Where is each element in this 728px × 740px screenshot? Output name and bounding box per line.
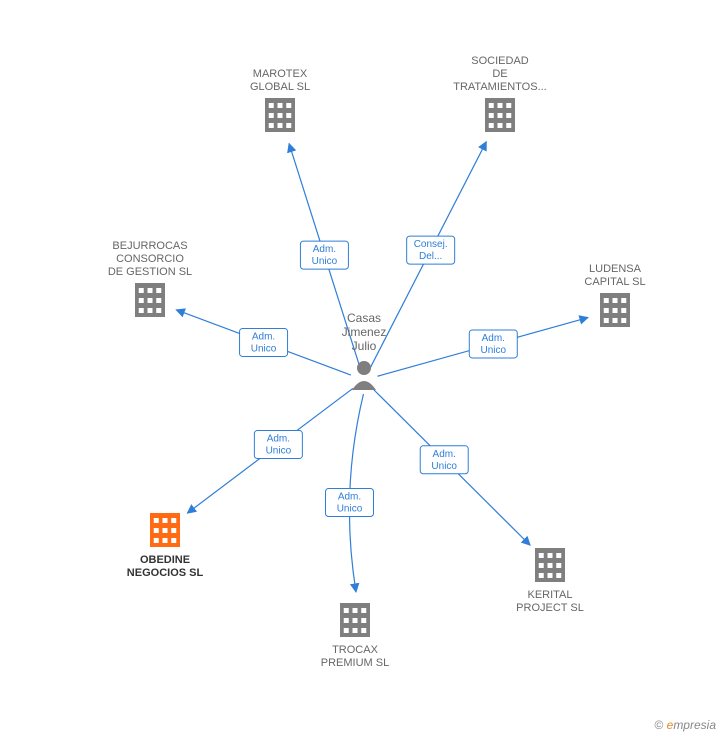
node-label: CONSORCIO [116,253,184,265]
node-label: GLOBAL SL [250,81,310,93]
building-icon [150,513,180,547]
edge-label-text: Consej. [414,239,448,250]
building-icon [265,98,295,132]
node-label: BEJURROCAS [112,240,187,252]
copyright-symbol: © [654,718,663,732]
node-label: DE GESTION SL [108,266,192,278]
edge-label-text: Adm. [252,331,275,342]
node-label: PREMIUM SL [321,657,389,669]
center-node-label: Casas [347,311,381,325]
building-icon [135,283,165,317]
node-label: TRATAMIENTOS... [453,81,547,93]
node-label: CAPITAL SL [584,276,645,288]
edge-label-text: Adm. [482,333,505,344]
node-label: PROJECT SL [516,602,584,614]
brand-rest: mpresia [673,718,716,732]
building-icon [340,603,370,637]
edge-label-text: Unico [251,343,277,354]
edge-label-text: Adm. [313,244,336,255]
edge-label-text: Del... [419,251,442,262]
center-node-label: Julio [352,339,377,353]
node-label: DE [492,68,507,80]
node-label: SOCIEDAD [471,55,529,67]
building-icon [600,293,630,327]
building-icon [535,548,565,582]
node-label: LUDENSA [589,263,642,275]
person-icon [352,361,376,390]
network-diagram: Adm.UnicoConsej.Del...Adm.UnicoAdm.Unico… [0,0,728,740]
footer-credit: © empresia [654,718,716,732]
node-label: KERITAL [527,589,572,601]
node-label: NEGOCIOS SL [127,567,204,579]
node-label: MAROTEX [253,68,308,80]
edge-label-text: Adm. [338,492,361,503]
edge-label-text: Unico [312,256,338,267]
edge-label-text: Unico [431,461,457,472]
center-node-label: Jimenez [342,325,387,339]
building-icon [485,98,515,132]
edge-label-text: Unico [266,446,292,457]
edge-label-text: Unico [480,345,506,356]
node-label: TROCAX [332,644,379,656]
edge-label-text: Unico [337,504,363,515]
edge-label-text: Adm. [433,449,456,460]
edge-label-text: Adm. [267,434,290,445]
node-label: OBEDINE [140,554,190,566]
